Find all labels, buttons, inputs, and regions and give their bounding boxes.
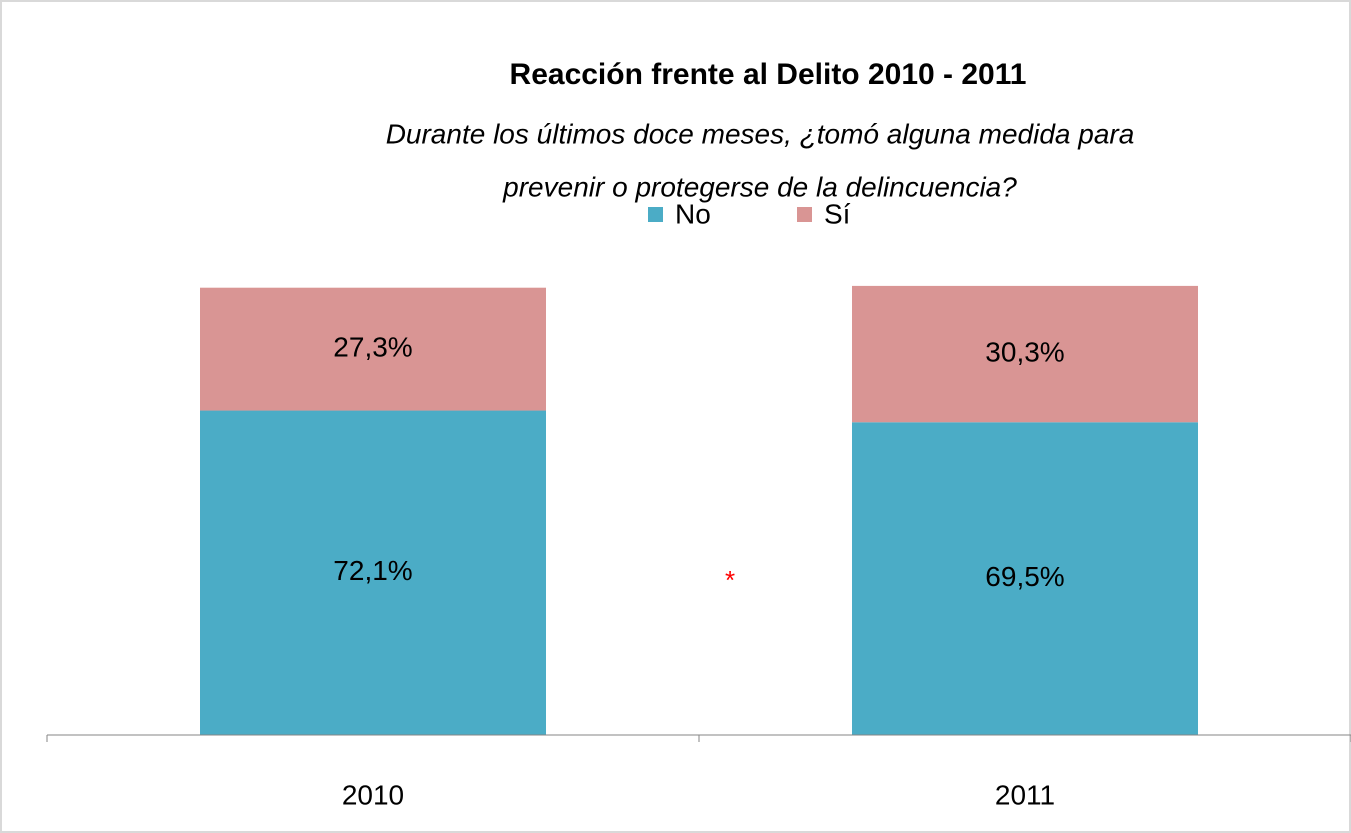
data-label: 30,3%	[985, 336, 1064, 367]
legend-label: Sí	[824, 198, 851, 229]
data-label: 27,3%	[333, 332, 412, 363]
legend-label: No	[675, 198, 711, 229]
data-label: 69,5%	[985, 561, 1064, 592]
chart-title: Reacción frente al Delito 2010 - 2011	[510, 58, 1027, 91]
annotation: *	[725, 565, 735, 595]
bar-segment	[852, 422, 1198, 735]
bar-segment	[852, 285, 1198, 423]
data-label: 72,1%	[333, 555, 412, 586]
chart-subtitle: prevenir o protegerse de la delincuencia…	[502, 171, 1017, 202]
x-tick-label: 2010	[342, 779, 404, 810]
x-tick-label: 2011	[995, 779, 1055, 810]
bar-segment	[200, 410, 546, 735]
legend-swatch	[797, 207, 812, 222]
bar-segment	[200, 287, 546, 411]
chart-subtitle: Durante los últimos doce meses, ¿tomó al…	[386, 118, 1135, 149]
legend-swatch	[648, 207, 663, 222]
